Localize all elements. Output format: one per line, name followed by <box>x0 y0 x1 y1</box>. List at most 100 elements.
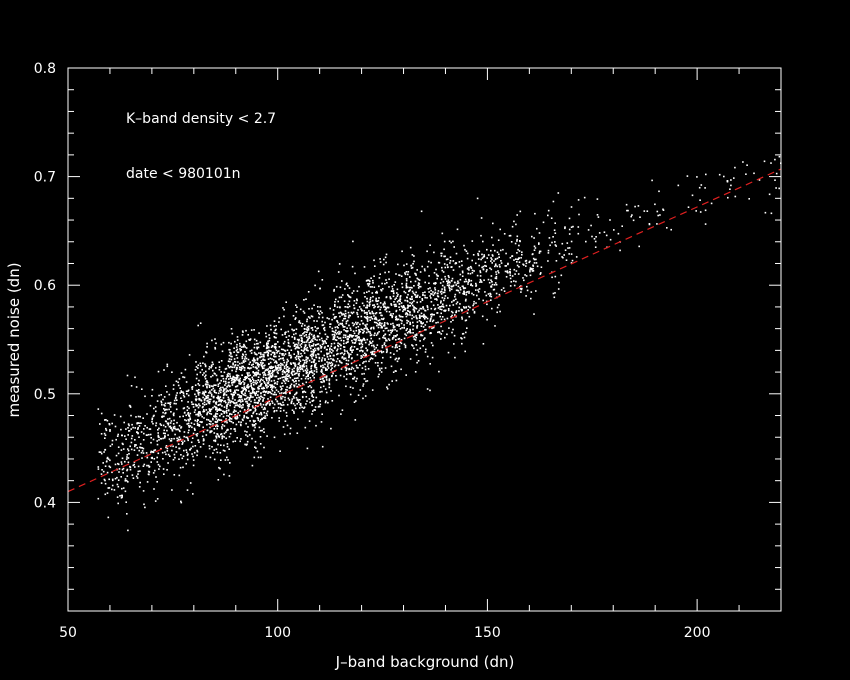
data-point <box>213 458 216 461</box>
data-point <box>252 387 255 390</box>
data-point <box>205 434 208 436</box>
data-point <box>314 366 316 369</box>
data-point <box>313 350 315 353</box>
data-point <box>311 353 314 355</box>
data-point <box>533 262 536 264</box>
data-point <box>416 269 418 271</box>
data-point <box>277 369 280 372</box>
data-point <box>419 316 421 318</box>
data-point <box>445 258 448 261</box>
data-point <box>532 264 534 267</box>
data-point <box>397 338 400 340</box>
data-point <box>477 254 480 257</box>
data-point <box>507 262 509 265</box>
data-point <box>304 345 307 347</box>
data-point <box>183 376 186 379</box>
data-point <box>296 306 298 308</box>
data-point <box>306 331 308 333</box>
data-point <box>208 423 211 425</box>
data-point <box>142 465 145 467</box>
data-point <box>454 293 457 296</box>
data-point <box>420 312 423 315</box>
data-point <box>323 354 325 357</box>
data-point <box>255 447 257 449</box>
data-point <box>284 350 287 352</box>
data-point <box>558 281 560 284</box>
data-point <box>554 275 557 278</box>
data-point <box>192 445 194 448</box>
data-point <box>299 399 301 401</box>
data-point <box>453 343 455 345</box>
data-point <box>343 329 345 331</box>
data-point <box>254 381 256 384</box>
data-point <box>284 399 286 401</box>
data-point <box>266 347 269 349</box>
data-point <box>449 289 451 292</box>
data-point <box>656 210 659 213</box>
data-point <box>306 336 308 339</box>
data-point <box>493 284 496 286</box>
data-point <box>360 342 363 344</box>
data-point <box>459 288 462 291</box>
data-point <box>208 398 211 401</box>
data-point <box>413 347 415 350</box>
data-point <box>213 384 215 386</box>
data-point <box>383 323 386 326</box>
data-point <box>246 402 249 405</box>
data-point <box>243 416 245 419</box>
data-point <box>401 250 403 253</box>
data-point <box>306 371 309 374</box>
data-point <box>262 372 264 374</box>
data-point <box>651 179 653 182</box>
data-point <box>490 260 492 262</box>
data-point <box>294 343 296 346</box>
data-point <box>758 179 761 181</box>
data-point <box>156 461 159 463</box>
data-point <box>202 385 204 387</box>
data-point <box>568 233 571 235</box>
data-point <box>320 347 322 349</box>
data-point <box>215 342 217 345</box>
data-point <box>335 360 338 363</box>
data-point <box>283 370 286 373</box>
data-point <box>554 222 556 224</box>
data-point <box>355 302 358 304</box>
data-point <box>183 412 186 414</box>
data-point <box>379 302 382 304</box>
data-point <box>380 367 383 370</box>
data-point <box>327 336 329 338</box>
data-point <box>349 393 352 396</box>
data-point <box>380 326 383 329</box>
data-point <box>301 406 303 409</box>
data-point <box>227 459 229 461</box>
data-point <box>282 376 285 378</box>
data-point <box>270 376 273 378</box>
data-point <box>277 390 280 393</box>
data-point <box>271 358 273 360</box>
data-point <box>295 332 297 335</box>
data-point <box>206 429 209 432</box>
data-point <box>227 409 230 412</box>
data-point <box>558 252 561 255</box>
data-point <box>357 309 359 311</box>
data-point <box>255 374 257 377</box>
data-point <box>237 379 239 381</box>
data-point <box>225 367 228 370</box>
data-point <box>187 401 189 403</box>
data-point <box>209 426 211 429</box>
data-point <box>413 293 416 296</box>
data-point <box>270 365 273 368</box>
data-point <box>276 400 278 402</box>
data-point <box>321 339 324 342</box>
data-point <box>360 357 362 359</box>
data-point <box>408 305 410 307</box>
data-point <box>430 313 432 316</box>
data-point <box>398 345 401 347</box>
data-point <box>366 304 369 306</box>
data-point <box>120 428 122 431</box>
data-point <box>332 372 334 375</box>
data-point <box>483 255 486 258</box>
data-point <box>463 292 466 294</box>
data-point <box>397 358 400 360</box>
